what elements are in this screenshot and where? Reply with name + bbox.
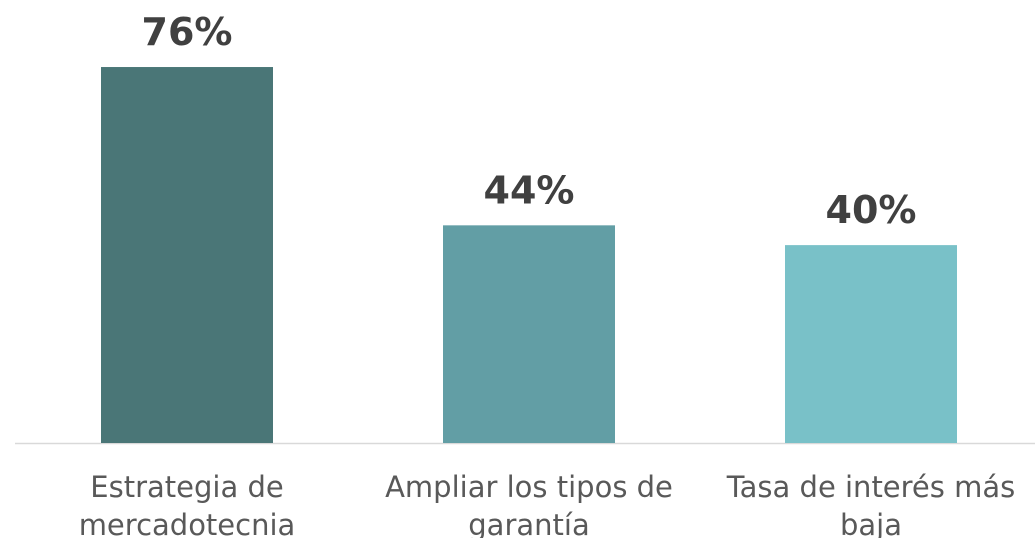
bar — [785, 245, 957, 443]
bar — [443, 225, 615, 443]
x-tick-label: Ampliar los tipos de garantía — [385, 470, 673, 538]
x-tick-label: Tasa de interés más baja — [726, 470, 1016, 538]
value-label: 40% — [826, 188, 917, 232]
bar — [101, 67, 273, 443]
value-label: 76% — [142, 10, 233, 54]
x-tick-label: Estrategia de mercadotecnia — [78, 470, 296, 538]
value-label: 44% — [484, 168, 575, 212]
